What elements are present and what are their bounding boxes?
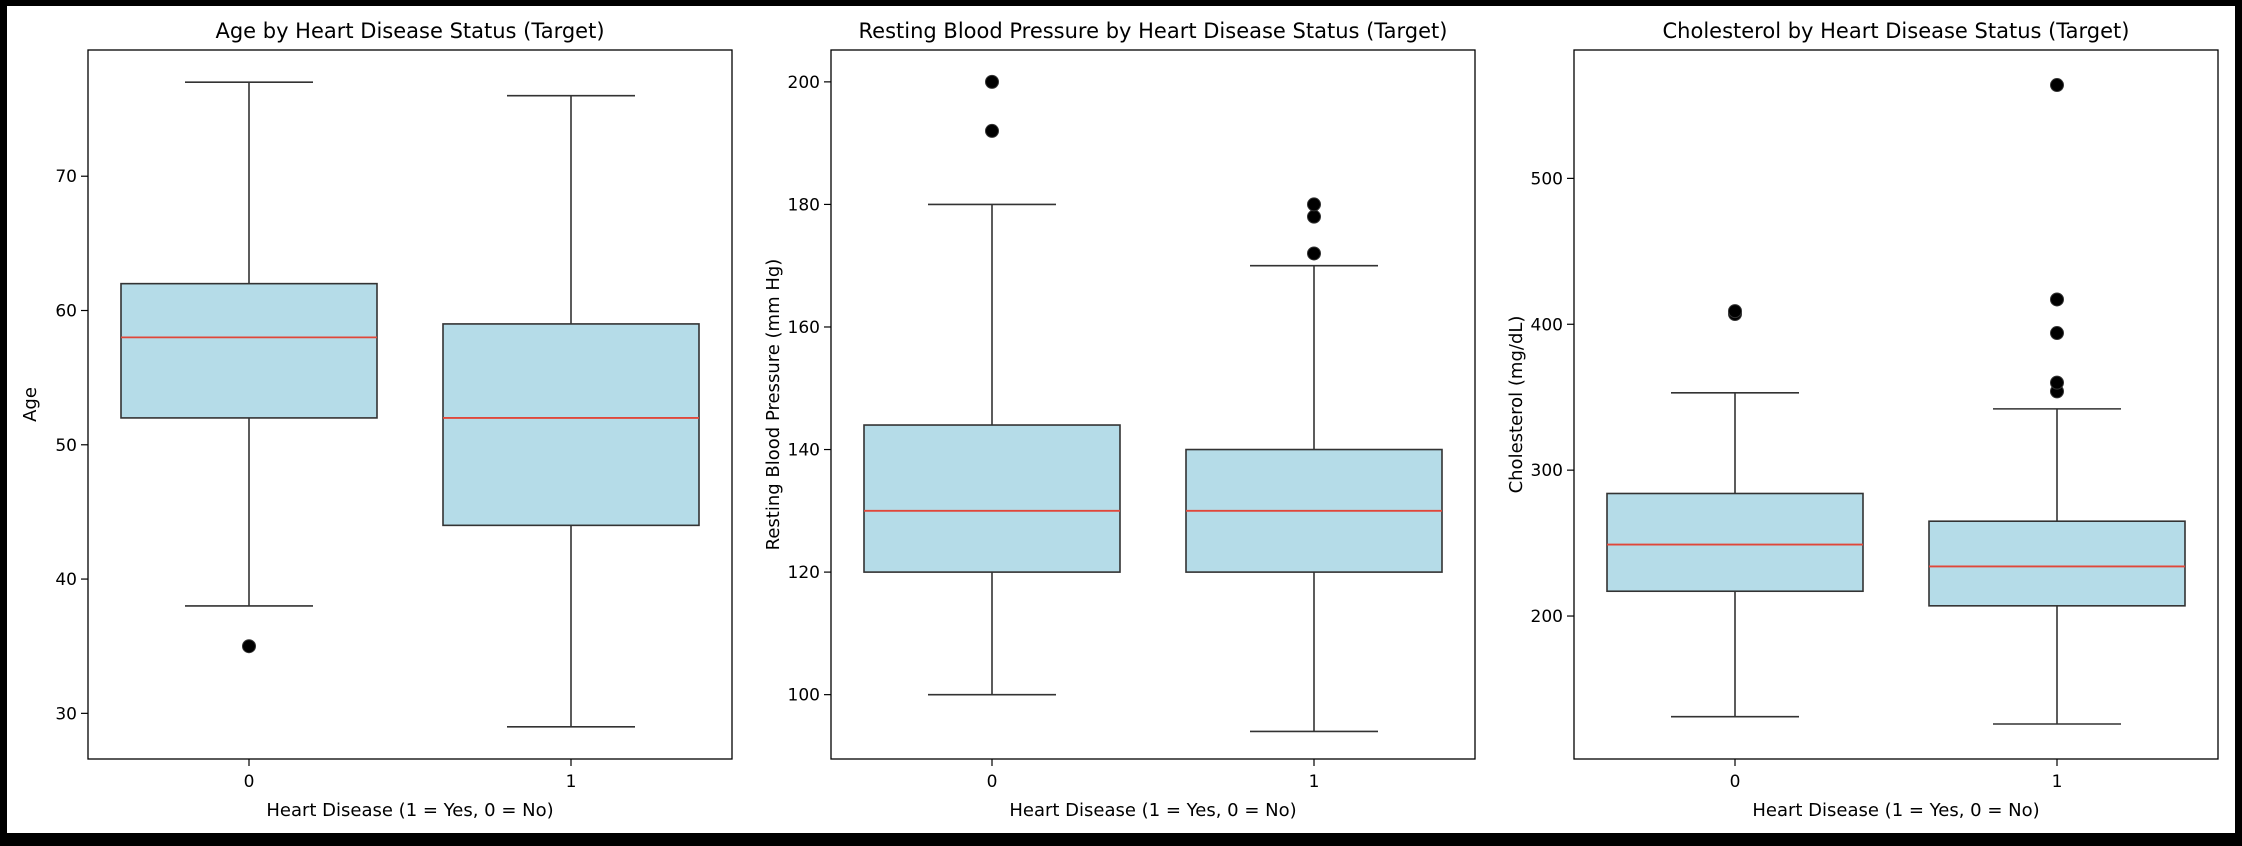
y-tick-label: 30 [55, 704, 77, 724]
y-tick-label: 400 [1531, 315, 1563, 335]
chart-title: Cholesterol by Heart Disease Status (Tar… [1663, 19, 2130, 43]
outlier-point [1307, 209, 1321, 224]
box-group-1 [442, 94, 700, 728]
y-tick-label: 70 [55, 167, 77, 187]
outlier-point [985, 74, 999, 89]
iqr-box [120, 282, 378, 419]
chart-figure: Age by Heart Disease Status (Target) Hear… [7, 6, 2235, 833]
outlier-point [2050, 326, 2064, 341]
x-axis-label: Heart Disease (1 = Yes, 0 = No) [266, 800, 553, 821]
box-group-1 [1928, 78, 2186, 725]
outlier-point [1307, 197, 1321, 212]
y-axis-label: Age [20, 387, 41, 422]
iqr-box [863, 424, 1121, 573]
outlier-point [242, 639, 256, 654]
outlier-point [2050, 375, 2064, 390]
y-tick-label: 500 [1531, 169, 1563, 189]
outlier-point [1728, 304, 1742, 319]
x-tick-label: 1 [1309, 772, 1320, 792]
chart-canvas: Age by Heart Disease Status (Target) Hear… [20, 19, 2219, 821]
y-tick-label: 100 [788, 686, 820, 706]
x-axis-label: Heart Disease (1 = Yes, 0 = No) [1752, 800, 2039, 821]
axes-frame [1573, 49, 2219, 760]
chart-title: Resting Blood Pressure by Heart Disease … [859, 19, 1448, 43]
y-axis-label: Cholesterol (mg/dL) [1506, 316, 1527, 494]
y-tick-label: 50 [55, 436, 77, 456]
x-tick-label: 0 [1730, 772, 1741, 792]
outlier-point [2050, 292, 2064, 307]
x-tick-label: 1 [2052, 772, 2063, 792]
x-tick-label: 0 [987, 772, 998, 792]
chart-title: Age by Heart Disease Status (Target) [215, 19, 604, 43]
y-tick-label: 200 [788, 73, 820, 93]
y-tick-label: 120 [788, 563, 820, 583]
iqr-box [1606, 492, 1864, 593]
axes-frame [87, 49, 733, 760]
y-axis-label: Resting Blood Pressure (mm Hg) [763, 259, 784, 551]
outlier-point [2050, 78, 2064, 93]
axes-frame [830, 49, 1476, 760]
y-tick-label: 140 [788, 441, 820, 461]
y-tick-label: 300 [1531, 461, 1563, 481]
y-tick-label: 40 [55, 570, 77, 590]
subplot-2: Resting Blood Pressure by Heart Disease … [763, 19, 1476, 821]
y-tick-label: 160 [788, 318, 820, 338]
outlier-point [1307, 246, 1321, 261]
iqr-box [442, 323, 700, 527]
subplot-3: Cholesterol by Heart Disease Status (Tar… [1506, 19, 2219, 821]
outlier-point [985, 123, 999, 138]
box-group-0 [120, 81, 378, 654]
x-axis-label: Heart Disease (1 = Yes, 0 = No) [1009, 800, 1296, 821]
y-tick-label: 200 [1531, 607, 1563, 627]
y-tick-label: 60 [55, 302, 77, 322]
subplot-1: Age by Heart Disease Status (Target) Hear… [20, 19, 733, 821]
box-group-0 [1606, 304, 1864, 718]
iqr-box [1928, 520, 2186, 607]
x-tick-label: 0 [244, 772, 255, 792]
x-tick-label: 1 [566, 772, 577, 792]
y-tick-label: 180 [788, 195, 820, 215]
box-group-1 [1185, 197, 1443, 733]
box-group-0 [863, 74, 1121, 696]
